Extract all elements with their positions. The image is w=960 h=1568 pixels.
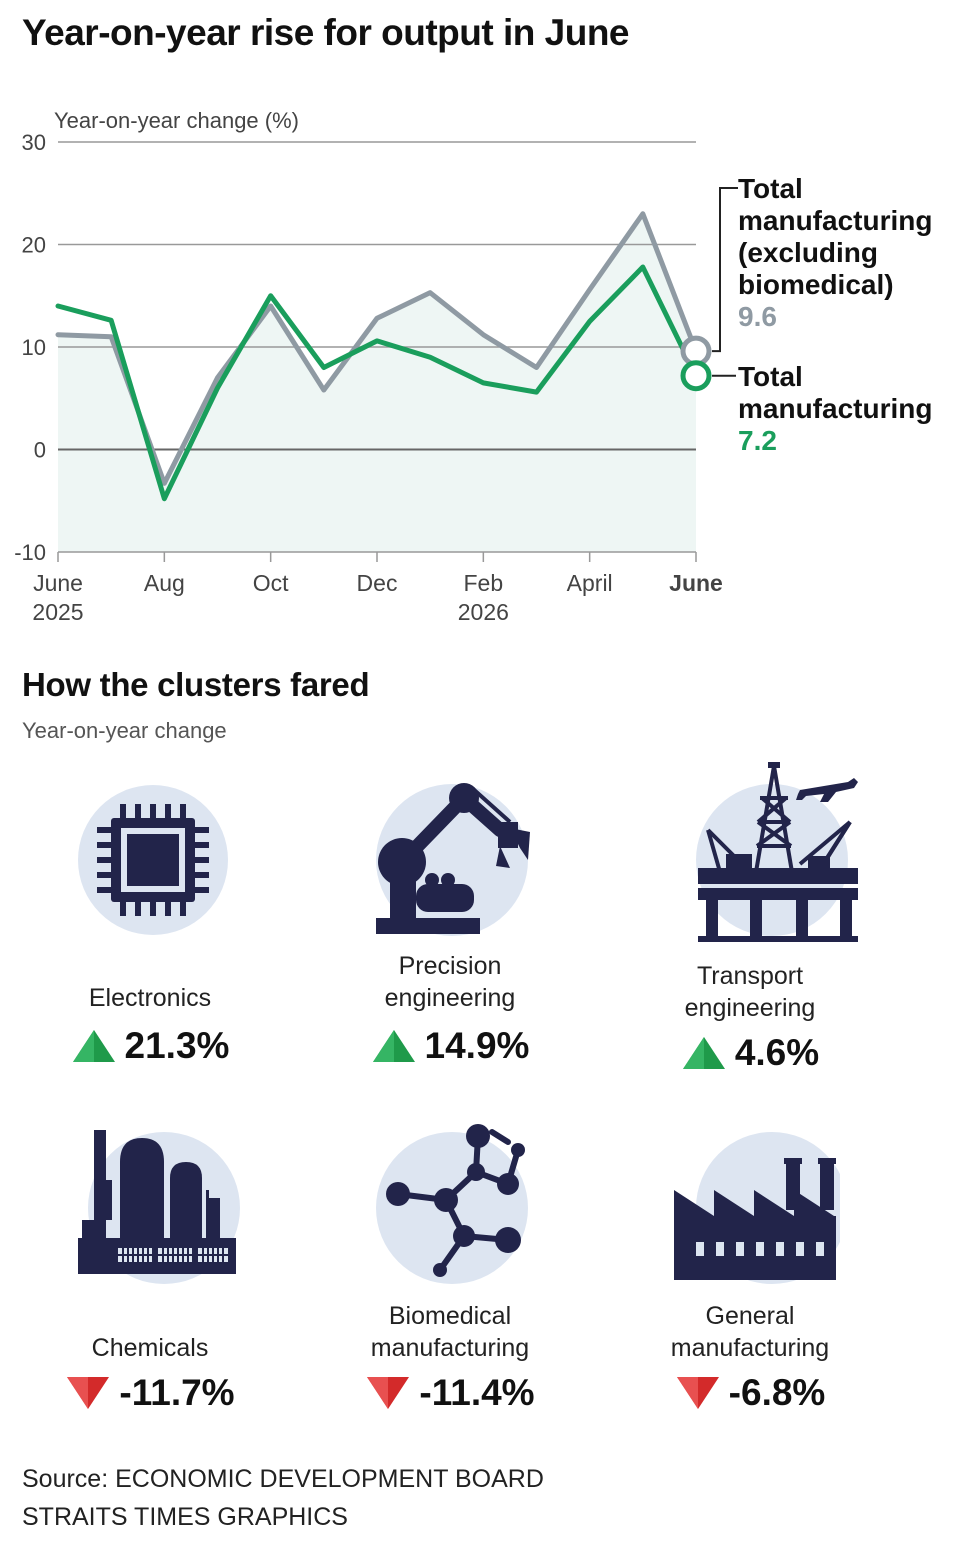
molecule-icon (300, 1120, 600, 1290)
y-axis-label: Year-on-year change (%) (54, 108, 299, 133)
clusters-subtitle: Year-on-year change (22, 718, 227, 743)
up-arrow-icon (72, 1030, 115, 1062)
cluster-value-row: 21.3% (0, 1025, 300, 1067)
cluster-value-row: -11.4% (300, 1372, 600, 1414)
cluster-value: 14.9% (424, 1025, 530, 1066)
x-tick-label: Aug (144, 570, 185, 596)
cluster-name: General manufacturing (670, 1302, 830, 1362)
series-line (55, 264, 699, 502)
down-arrow-icon (676, 1377, 719, 1409)
area-fill (58, 213, 696, 552)
series-label: manufacturing (738, 393, 932, 424)
series-label: manufacturing (738, 205, 932, 236)
line-chart: Year-on-year change (%) 30 20 10 0 -10 June 202… (14, 108, 932, 625)
down-arrow-icon (367, 1377, 410, 1409)
microchip-icon (0, 770, 300, 950)
y-tick-label: 20 (22, 233, 46, 258)
oil-rig-airplane-icon (600, 760, 900, 950)
series-label: biomedical) (738, 269, 894, 300)
up-arrow-icon (682, 1037, 725, 1069)
up-arrow-icon (372, 1030, 415, 1062)
cluster-name: Transport engineering (684, 962, 816, 1022)
cluster-value: 21.3% (124, 1025, 230, 1066)
page-title: Year-on-year rise for output in June (22, 12, 630, 53)
label-connector (712, 187, 738, 353)
cluster-value: -11.4% (419, 1372, 535, 1413)
cluster-name: Biomedical manufacturing (370, 1302, 530, 1362)
cluster-value-row: 4.6% (600, 1032, 900, 1074)
source-line: Source: ECONOMIC DEVELOPMENT BOARD (22, 1465, 544, 1493)
series-line (55, 211, 699, 486)
series-end-marker (680, 360, 712, 392)
clusters-title: How the clusters fared (22, 666, 370, 703)
cluster-name: Precision engineering (384, 952, 516, 1012)
x-tick-label: June (669, 570, 723, 596)
x-tick-label: April (567, 570, 613, 596)
y-tick-label: 0 (34, 438, 46, 463)
cluster-value: -6.8% (728, 1372, 826, 1413)
x-tick-label: Oct (253, 570, 289, 596)
cluster-name: Electronics (88, 984, 212, 1012)
cluster-value: -11.7% (119, 1372, 235, 1413)
factory-icon (600, 1120, 900, 1290)
x-tick-label: June (33, 570, 83, 596)
cluster-value-row: -11.7% (0, 1372, 300, 1414)
chemical-plant-icon (0, 1120, 300, 1290)
series-label: Total (738, 173, 803, 204)
y-tick-label: 10 (22, 335, 46, 360)
cluster-value-row: 14.9% (300, 1025, 600, 1067)
cluster-value: 4.6% (734, 1032, 820, 1073)
series-latest-value: 9.6 (738, 301, 777, 332)
credit-line: STRAITS TIMES GRAPHICS (22, 1503, 348, 1531)
x-tick-label: 2026 (458, 599, 509, 625)
cluster-name: Chemicals (91, 1334, 209, 1362)
down-arrow-icon (67, 1377, 110, 1409)
y-tick-label: 30 (22, 130, 46, 155)
y-tick-label: -10 (14, 540, 46, 565)
x-tick-label: Feb (464, 570, 504, 596)
series-label: (excluding (738, 237, 878, 268)
series-latest-value: 7.2 (738, 425, 777, 456)
x-tick-label: 2025 (32, 599, 83, 625)
x-tick-label: Dec (357, 570, 398, 596)
cluster-value-row: -6.8% (600, 1372, 900, 1414)
series-label: Total (738, 361, 803, 392)
robot-arm-icon (300, 770, 600, 950)
source-note: Source: ECONOMIC DEVELOPMENT BOARD STRAI… (22, 1460, 544, 1536)
